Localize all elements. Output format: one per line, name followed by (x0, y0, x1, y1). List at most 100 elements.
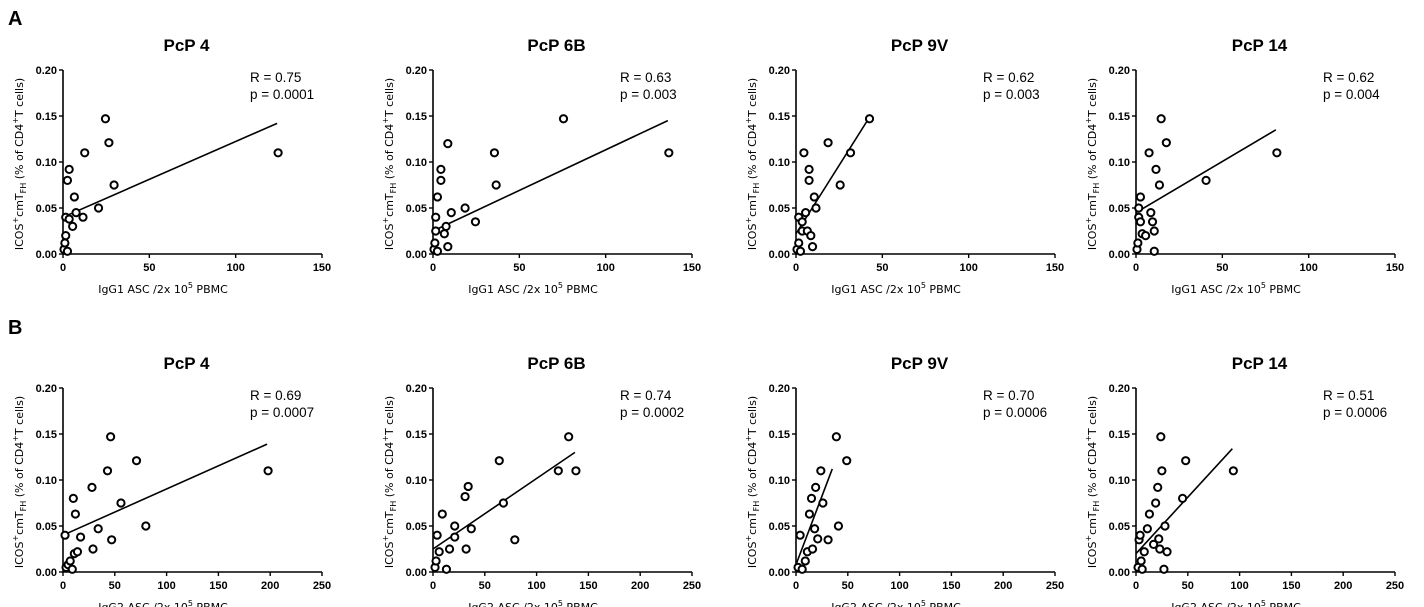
p-value: p = 0.0006 (983, 405, 1047, 420)
p-value: p = 0.0006 (1323, 405, 1387, 420)
chart-title: PcP 4 (163, 36, 210, 55)
x-tick-label: 200 (261, 580, 279, 592)
data-point (69, 192, 79, 202)
data-point (811, 482, 821, 492)
data-point (460, 491, 470, 502)
data-point (431, 556, 441, 566)
x-tick-label: 0 (793, 262, 799, 274)
chart-7: PcP 9V 0.00 0.05 0.10 0.15 0.20 0 50 100 150 200 25… (744, 354, 1064, 607)
x-tick-label: 100 (959, 262, 977, 274)
data-point (444, 544, 455, 554)
y-tick-label: 0.20 (1109, 383, 1130, 395)
x-tick-label: 50 (143, 262, 155, 274)
r-value: R = 0.62 (1323, 70, 1374, 85)
data-point (1137, 564, 1147, 574)
regression-line (62, 443, 268, 536)
y-tick-label: 0.15 (769, 429, 790, 441)
x-tick-label: 250 (1046, 580, 1064, 592)
data-point (109, 180, 119, 190)
data-point (810, 524, 820, 534)
y-tick-label: 0.20 (36, 65, 57, 77)
data-point (100, 114, 111, 124)
x-tick-label: 100 (596, 262, 614, 274)
x-tick-label: 200 (631, 580, 649, 592)
y-tick-label: 0.15 (1109, 111, 1130, 123)
y-tick-label: 0.05 (1109, 203, 1130, 215)
x-tick-label: 200 (1334, 580, 1352, 592)
data-point (263, 466, 273, 476)
data-point (1149, 226, 1159, 236)
chart-1: PcP 4 0.00 0.05 0.10 0.15 0.20 0 50 100 150 IgG1 A… (11, 36, 331, 296)
data-point (60, 238, 70, 248)
data-point (432, 246, 443, 256)
data-point (491, 180, 501, 190)
data-point (75, 532, 86, 542)
data-point (845, 148, 856, 158)
data-point (795, 246, 806, 256)
x-axis-label: IgG2 ASC /2x 105 PBMC (831, 599, 961, 607)
data-point (1135, 192, 1146, 202)
x-tick-label: 50 (1182, 580, 1194, 592)
data-point (64, 214, 74, 224)
r-value: R = 0.74 (620, 388, 672, 403)
data-point (1144, 148, 1154, 158)
y-tick-label: 0.05 (36, 203, 57, 215)
data-point (1141, 231, 1151, 241)
data-point (78, 212, 88, 222)
x-tick-label: 100 (1230, 580, 1248, 592)
data-point (68, 221, 78, 231)
data-point (1157, 466, 1167, 476)
y-tick-label: 0.15 (769, 111, 790, 123)
y-tick-label: 0.10 (406, 157, 427, 169)
chart-title: PcP 14 (1232, 36, 1288, 55)
data-point (70, 509, 80, 519)
y-tick-label: 0.05 (406, 203, 427, 215)
data-point (831, 432, 841, 442)
chart-8: PcP 14 0.00 0.05 0.10 0.15 0.20 0 50 100 150 200 25… (1084, 354, 1404, 607)
data-point (842, 456, 852, 466)
x-axis-label: IgG2 ASC /2x 105 PBMC (98, 599, 228, 607)
data-point (823, 138, 833, 148)
data-point (463, 481, 473, 492)
y-axis-label: ICOS+cmTFH (% of CD4+T cells) (1084, 78, 1101, 250)
data-point (498, 498, 509, 508)
data-point (806, 493, 817, 503)
data-point (797, 217, 807, 227)
x-tick-label: 50 (479, 580, 491, 592)
x-tick-label: 50 (513, 262, 525, 274)
data-point (1154, 534, 1164, 544)
data-point (1151, 164, 1161, 174)
x-tick-label: 150 (1046, 262, 1064, 274)
x-tick-label: 150 (1386, 262, 1404, 274)
data-point (809, 192, 819, 202)
data-point (510, 535, 520, 545)
y-axis-label: ICOS+cmTFH (% of CD4+T cells) (744, 78, 761, 250)
x-tick-label: 150 (313, 262, 331, 274)
y-tick-label: 0.10 (36, 475, 57, 487)
y-tick-label: 0.20 (1109, 65, 1130, 77)
data-point (1136, 556, 1146, 566)
y-tick-label: 0.05 (406, 521, 427, 533)
r-value: R = 0.75 (250, 70, 301, 85)
data-point (106, 432, 116, 442)
data-point (804, 164, 814, 174)
data-point (833, 521, 844, 531)
data-point (1159, 564, 1169, 574)
data-point (1148, 539, 1159, 550)
data-point (1135, 217, 1146, 227)
y-axis-label: ICOS+cmTFH (% of CD4+T cells) (11, 396, 28, 568)
y-tick-label: 0.15 (36, 429, 57, 441)
y-axis-label: ICOS+cmTFH (% of CD4+T cells) (11, 78, 28, 250)
data-point (564, 432, 574, 442)
y-tick-label: 0.00 (406, 249, 427, 261)
r-value: R = 0.62 (983, 70, 1034, 85)
x-axis-label: IgG1 ASC /2x 105 PBMC (468, 281, 598, 296)
data-point (439, 229, 449, 239)
data-point (470, 217, 481, 227)
x-tick-label: 150 (579, 580, 597, 592)
data-point (443, 242, 453, 252)
x-tick-label: 0 (793, 580, 799, 592)
data-point (107, 535, 117, 545)
data-point (1133, 238, 1143, 248)
data-point (795, 530, 805, 540)
